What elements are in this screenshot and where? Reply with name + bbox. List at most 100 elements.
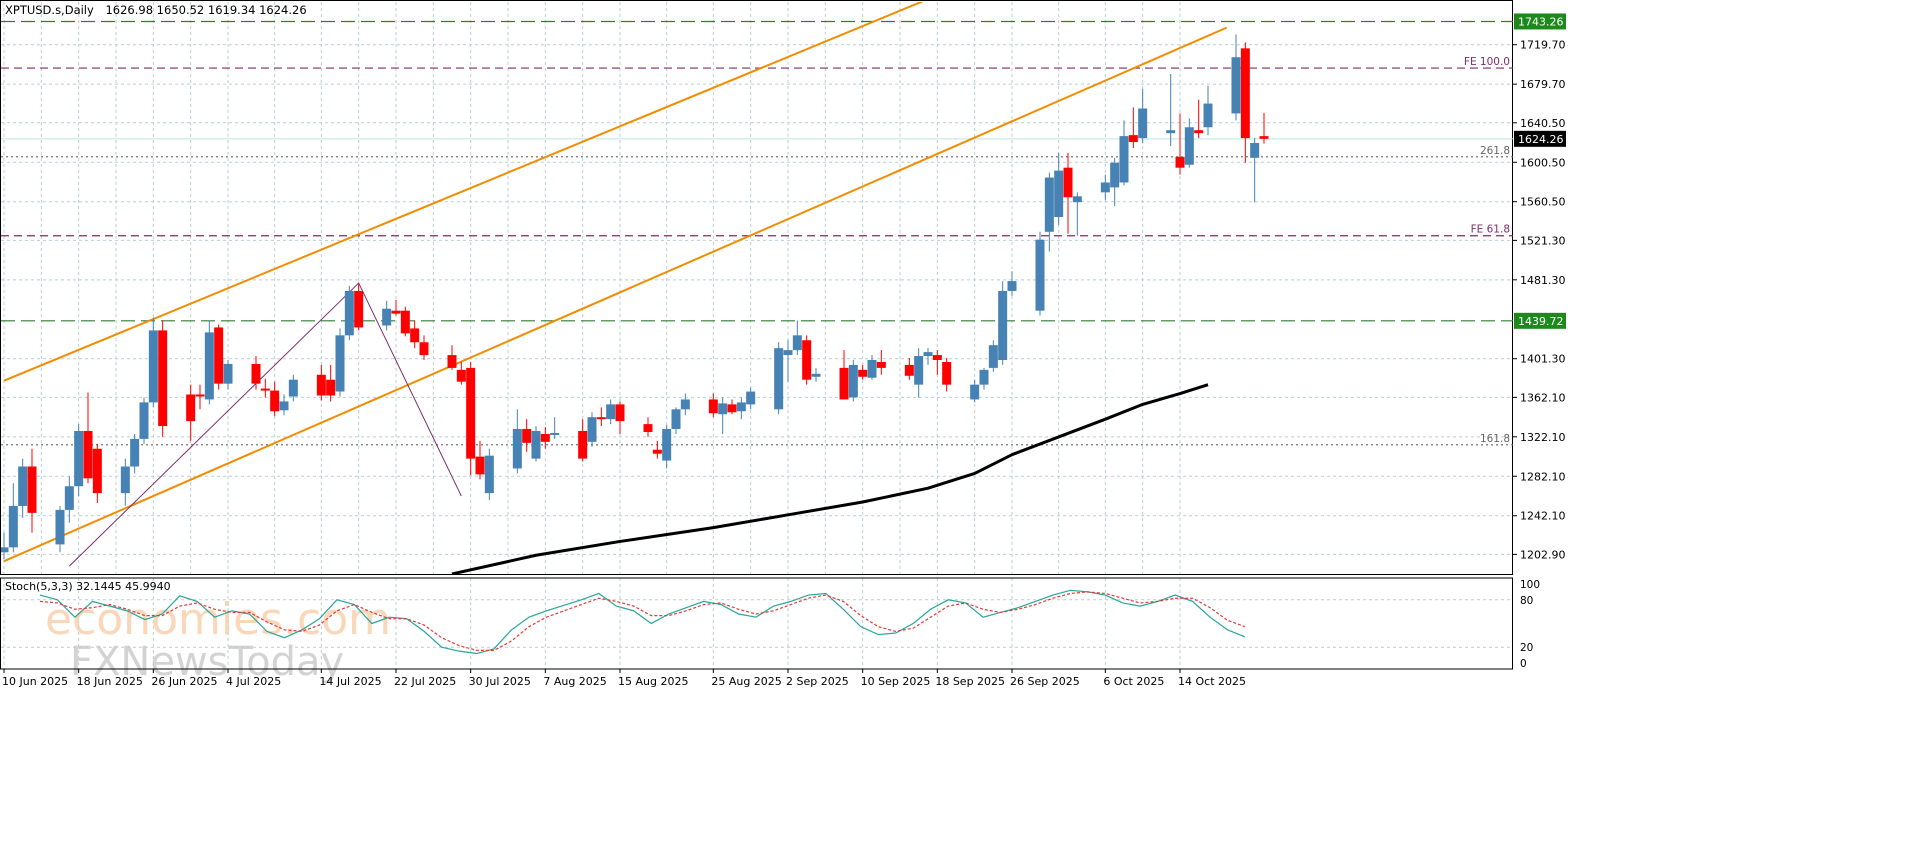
candle-body (1175, 156, 1185, 168)
candle (774, 342, 784, 415)
price-tick-label: 1640.50 (1520, 117, 1566, 130)
stoch-k-line (39, 589, 1246, 655)
candle-body (876, 361, 886, 368)
candle-body (139, 402, 149, 439)
candle-body (718, 403, 728, 415)
date-tick-label: 26 Sep 2025 (1010, 675, 1080, 688)
candle (512, 409, 522, 474)
candle (251, 356, 261, 390)
candle (447, 345, 457, 370)
candle (410, 320, 420, 349)
candle (1100, 174, 1110, 201)
stochastic-frame (0, 577, 1513, 670)
current-price-label: 1624.26 (1518, 133, 1564, 146)
candle-body (55, 509, 65, 545)
candle (615, 401, 625, 434)
price-tick-label: 1242.10 (1520, 510, 1566, 523)
candle (932, 350, 942, 375)
candle-body (1184, 127, 1194, 165)
candle (811, 367, 821, 382)
candle-body (867, 359, 877, 378)
candle (419, 335, 429, 360)
date-tick-label: 25 Aug 2025 (711, 675, 781, 688)
candle (783, 340, 793, 382)
level-price-label: 1439.72 (1518, 315, 1564, 328)
date-tick-label: 26 Jun 2025 (151, 675, 217, 688)
candle-body (130, 438, 140, 467)
candle-body (671, 409, 681, 430)
candle-body (148, 330, 158, 403)
candle-body (587, 417, 597, 442)
candle-body (120, 466, 130, 494)
candle-body (970, 384, 980, 400)
watermark-line1: economies.com (45, 594, 391, 645)
candle-body (1110, 162, 1120, 188)
candle-body (1072, 196, 1082, 203)
candle-body (662, 429, 672, 461)
candle (606, 399, 616, 425)
candle (354, 283, 364, 331)
stochastic-panel: 100 80 20 0 Stoch(5,3,3) 32.1445 45.9940 (0, 577, 1540, 670)
candle-body (540, 433, 550, 442)
candle (1128, 107, 1138, 148)
candle-body (1240, 48, 1250, 139)
candle-body (531, 431, 541, 459)
candle-body (578, 431, 588, 459)
candle-body (158, 330, 168, 427)
candle-body (1203, 103, 1213, 128)
candle (18, 458, 28, 518)
candle-body (774, 348, 784, 410)
ohlc-readout: 1626.98 1650.52 1619.34 1624.26 (105, 3, 306, 17)
watermark-line2: FXNewsToday (70, 639, 344, 685)
date-tick-label: 7 Aug 2025 (543, 675, 606, 688)
candle (335, 328, 345, 397)
candle-body (1119, 136, 1129, 183)
candle (158, 320, 168, 437)
candle (204, 320, 214, 405)
candle-body (1128, 135, 1138, 143)
date-tick-label: 10 Jun 2025 (2, 675, 68, 688)
candle-body (1166, 130, 1176, 134)
candle (1231, 34, 1241, 121)
candle-body (354, 290, 364, 328)
candle (83, 392, 93, 484)
candle-body (92, 448, 102, 494)
level-price-tag (1514, 312, 1566, 329)
candle-body (942, 361, 952, 385)
candle-body (606, 404, 616, 420)
date-tick-label: 14 Jul 2025 (319, 675, 381, 688)
candle (326, 364, 336, 402)
candle-body (270, 390, 280, 412)
price-tick-label: 1282.10 (1520, 470, 1566, 483)
candle (270, 381, 280, 417)
candle-body (316, 374, 326, 396)
candle-body (512, 429, 522, 469)
candle-body (410, 328, 420, 343)
price-tick-label: 1401.30 (1520, 353, 1566, 366)
candle (904, 358, 914, 380)
candle (382, 300, 392, 331)
candle (596, 407, 606, 427)
moving-average (451, 383, 1209, 574)
candle-body (550, 432, 560, 435)
candle (1175, 113, 1185, 175)
candle-body (214, 327, 224, 384)
candle-body (447, 355, 457, 368)
date-tick-label: 10 Sep 2025 (861, 675, 931, 688)
candle (1166, 73, 1176, 146)
candle (923, 348, 933, 365)
candle-body (522, 429, 532, 443)
candle (792, 320, 802, 356)
candle-body (1035, 239, 1045, 311)
candle (64, 476, 74, 523)
candle (484, 448, 494, 501)
candle-body (1138, 108, 1148, 139)
candle-body (783, 350, 793, 356)
candle (148, 317, 158, 408)
candle (942, 358, 952, 392)
candle (680, 393, 690, 416)
candle-body (1231, 57, 1241, 114)
candle (316, 364, 326, 401)
candle-body (64, 486, 74, 510)
candle-body (923, 352, 933, 357)
